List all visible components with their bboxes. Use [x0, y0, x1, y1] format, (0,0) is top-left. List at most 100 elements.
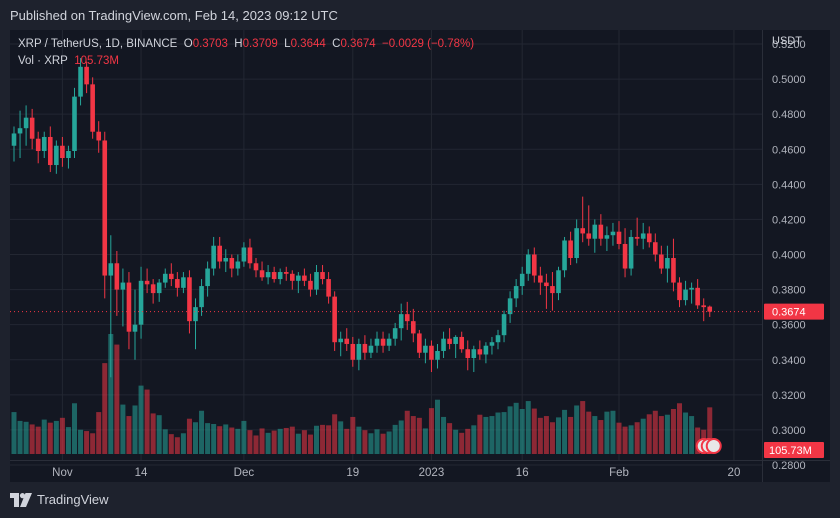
x-tick-label: 19: [346, 467, 359, 479]
volume-bar: [90, 433, 96, 454]
x-tick-label: Feb: [609, 467, 629, 479]
chart-area[interactable]: 0.5200 0.5000 0.4800 0.4600 0.4400 0.4200 0.40…: [10, 30, 830, 482]
volume-bar: [265, 432, 271, 454]
volume-bar: [683, 412, 689, 454]
candle-body: [568, 240, 573, 259]
volume-bar: [223, 424, 229, 454]
candle-body: [338, 338, 343, 343]
y-tick-label: 0.4600: [772, 144, 806, 156]
volume-bar: [120, 404, 126, 454]
last-price-label: 0.3674: [772, 307, 806, 319]
volume-bar: [102, 363, 108, 454]
volume-bar: [332, 414, 338, 454]
volume-bar: [374, 429, 380, 454]
candle-body: [483, 345, 489, 355]
volume-bar: [525, 401, 531, 454]
candle-body: [392, 328, 398, 339]
volume-bar: [289, 426, 295, 454]
candle-body: [374, 338, 380, 346]
ohlc-legend-row: XRP / TetherUS, 1D, BINANCE O0.3703 H0.3…: [18, 36, 474, 53]
volume-bar: [59, 417, 65, 454]
volume-bar: [549, 422, 555, 454]
candle-body: [193, 307, 198, 322]
candle-body: [11, 133, 17, 146]
candle-body: [290, 273, 295, 281]
candle-body: [108, 263, 114, 276]
volume-bar: [483, 416, 489, 454]
volume-bar: [356, 426, 362, 454]
tradingview-logo-icon: [10, 492, 32, 507]
candle-body: [616, 231, 622, 244]
candle-body: [205, 268, 210, 287]
candle-body: [507, 298, 513, 315]
volume-bar: [283, 427, 289, 454]
candle-body: [404, 314, 410, 322]
volume-bar: [392, 424, 398, 454]
volume-bar: [96, 412, 102, 454]
candle-body: [162, 273, 168, 283]
volume-bar: [344, 428, 350, 454]
y-tick-label: 0.4000: [772, 250, 806, 262]
candle-body: [66, 151, 71, 159]
candle-body: [344, 338, 350, 344]
volume-bar: [186, 418, 192, 454]
x-tick-label: Nov: [52, 467, 73, 479]
candle-body: [640, 233, 646, 239]
volume-bar: [435, 399, 440, 454]
candle-body: [156, 282, 162, 294]
high-label: H: [234, 38, 243, 50]
volume-bar: [144, 389, 150, 454]
volume-bar: [477, 414, 483, 454]
volume-bar: [241, 420, 247, 454]
candle-body: [296, 275, 301, 281]
volume-value: 105.73M: [74, 55, 120, 67]
price-chart[interactable]: 0.5200 0.5000 0.4800 0.4600 0.4400 0.4200 0.40…: [10, 30, 830, 482]
candle-body: [320, 272, 325, 280]
volume-bar: [489, 416, 495, 454]
candle-body: [604, 235, 610, 239]
candle-body: [175, 279, 180, 288]
candle-body: [380, 338, 386, 346]
candle-body: [217, 245, 222, 262]
volume-bar: [78, 429, 84, 454]
volume-bar: [471, 425, 477, 454]
candle-body: [441, 338, 446, 351]
volume-bar: [84, 431, 90, 454]
tradingview-logo[interactable]: TradingView: [10, 492, 109, 507]
volume-bar: [562, 409, 568, 454]
volume-bar: [465, 428, 471, 454]
volume-bar: [229, 427, 235, 454]
volume-bar: [150, 413, 156, 454]
candle-body: [23, 117, 29, 129]
volume-bar: [326, 425, 332, 454]
volume-bar: [586, 411, 592, 454]
volume-bar: [670, 409, 676, 454]
candle-body: [580, 228, 585, 234]
candle-body: [54, 145, 59, 166]
volume-bar: [362, 430, 368, 454]
volume-bar: [301, 430, 307, 454]
volume-bar: [314, 425, 319, 454]
candle-body: [465, 349, 471, 358]
candle-body: [598, 224, 604, 239]
volume-label[interactable]: Vol · XRP: [18, 55, 68, 67]
x-tick-label: 20: [728, 467, 741, 479]
candle-body: [646, 233, 652, 243]
candle-body: [247, 247, 253, 264]
volume-bar: [17, 420, 23, 454]
candle-body: [398, 314, 404, 329]
candle-body: [495, 335, 501, 343]
candle-body: [459, 336, 464, 350]
candle-body: [114, 263, 120, 290]
candle-body: [513, 286, 519, 299]
candle-body: [562, 240, 567, 271]
symbol-title[interactable]: XRP / TetherUS, 1D, BINANCE: [18, 38, 178, 50]
volume-bar: [132, 405, 138, 454]
open-label: O: [183, 38, 193, 50]
y-tick-label: 0.3600: [772, 320, 806, 332]
volume-bar: [568, 416, 574, 454]
volume-bar: [677, 403, 682, 454]
volume-bar: [495, 412, 501, 454]
candle-body: [550, 286, 555, 294]
candle-body: [253, 263, 259, 271]
